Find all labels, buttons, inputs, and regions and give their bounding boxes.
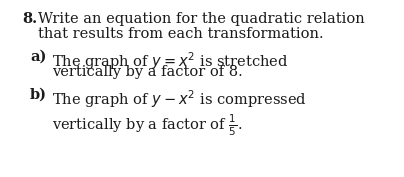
- Text: a): a): [30, 50, 46, 64]
- Text: The graph of $y - x^2$ is compressed: The graph of $y - x^2$ is compressed: [52, 88, 307, 110]
- Text: The graph of $y = x^2$ is stretched: The graph of $y = x^2$ is stretched: [52, 50, 288, 72]
- Text: 8.: 8.: [22, 12, 37, 26]
- Text: b): b): [30, 88, 47, 102]
- Text: vertically by a factor of $\frac{1}{5}$.: vertically by a factor of $\frac{1}{5}$.: [52, 113, 242, 138]
- Text: vertically by a factor of 8.: vertically by a factor of 8.: [52, 65, 243, 79]
- Text: that results from each transformation.: that results from each transformation.: [38, 27, 324, 41]
- Text: Write an equation for the quadratic relation: Write an equation for the quadratic rela…: [38, 12, 365, 26]
